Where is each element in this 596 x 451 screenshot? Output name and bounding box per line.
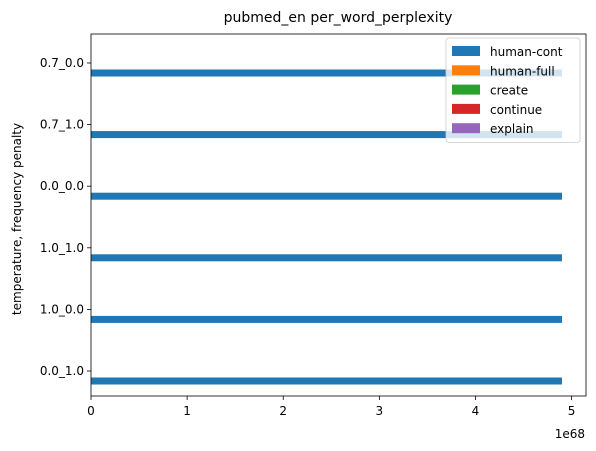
legend-swatch-human-full bbox=[452, 65, 480, 76]
bar-human-cont-0.0_0.0 bbox=[91, 192, 562, 200]
bar-human-cont-0.7_0.0 bbox=[91, 69, 562, 77]
bar-human-cont-1.0_1.0 bbox=[91, 254, 562, 262]
legend-swatch-human-cont bbox=[452, 46, 480, 56]
legend-label-explain: explain bbox=[490, 122, 534, 136]
x-tick-label: 3 bbox=[376, 404, 384, 418]
x-tick-label: 1 bbox=[183, 404, 191, 418]
y-tick-label: 0.0_0.0 bbox=[40, 179, 84, 193]
y-tick-label: 0.0_1.0 bbox=[40, 364, 84, 378]
y-tick-label: 1.0_0.0 bbox=[40, 302, 84, 316]
legend-label-human-full: human-full bbox=[490, 64, 555, 78]
y-ticks-group: 0.0_1.0 1.0_0.0 1.0_1.0 0.0_0.0 0.7_1.0 0.7_0… bbox=[40, 56, 91, 378]
legend-swatch-continue bbox=[452, 103, 480, 114]
bar-human-cont-0.0_1.0 bbox=[91, 377, 562, 385]
legend-swatch-explain bbox=[452, 123, 480, 134]
bars-group bbox=[91, 69, 562, 385]
bar-human-cont-0.7_1.0 bbox=[91, 131, 562, 139]
x-ticks-group: 0 1 2 3 4 5 bbox=[87, 396, 575, 418]
legend: human-cont human-full create continue explai… bbox=[445, 37, 581, 143]
legend-label-continue: continue bbox=[490, 103, 542, 117]
x-tick-label: 4 bbox=[472, 404, 480, 418]
y-tick-label: 0.7_0.0 bbox=[40, 56, 84, 70]
chart-title: pubmed_en per_word_perplexity bbox=[224, 10, 453, 26]
plot-frame bbox=[90, 33, 587, 397]
y-axis-label: temperature, frequency penalty bbox=[10, 123, 24, 315]
legend-swatch-create bbox=[452, 84, 480, 95]
bar-human-cont-1.0_0.0 bbox=[91, 315, 562, 323]
x-offset-label: 1e68 bbox=[555, 427, 585, 441]
x-tick-label: 5 bbox=[568, 404, 576, 418]
y-tick-label: 1.0_1.0 bbox=[40, 241, 84, 255]
y-tick-label: 0.7_1.0 bbox=[40, 118, 84, 132]
legend-box bbox=[445, 37, 581, 143]
x-tick-label: 2 bbox=[279, 404, 287, 418]
x-tick-label: 0 bbox=[87, 404, 95, 418]
legend-label-human-cont: human-cont bbox=[490, 45, 563, 59]
legend-label-create: create bbox=[490, 84, 528, 98]
